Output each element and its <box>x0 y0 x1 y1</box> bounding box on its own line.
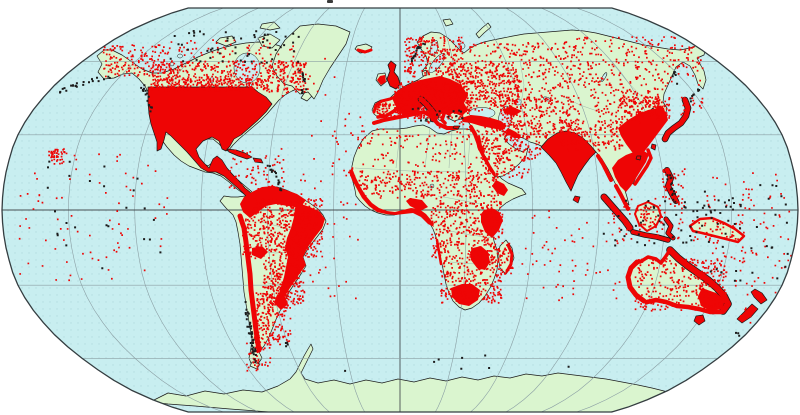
red-east-china <box>618 108 668 158</box>
red-new-zealand-north <box>750 288 768 305</box>
red-brazil-east <box>278 203 325 300</box>
land-antarctica <box>149 343 677 412</box>
red-iceland-south <box>356 48 373 54</box>
red-sulawesi <box>664 217 675 240</box>
lake-gulf-of-bothnia <box>429 39 439 57</box>
red-maghreb-coast <box>372 110 458 130</box>
red-taiwan <box>650 143 657 151</box>
red-nigeria <box>406 198 428 211</box>
red-myanmar-bangladesh <box>596 154 613 182</box>
lake-great-slave-lake <box>177 53 183 59</box>
red-new-zealand-south <box>736 303 759 324</box>
land-svalbard <box>442 18 454 27</box>
red-borneo-coast <box>634 201 662 232</box>
red-ireland-red <box>377 75 386 85</box>
red-india <box>540 130 597 192</box>
red-great-britain-red <box>386 60 401 90</box>
red-japan <box>662 97 691 142</box>
red-vietnam-coast <box>633 148 653 186</box>
cropped-title-fragment <box>327 0 333 3</box>
red-indochina <box>612 150 649 192</box>
red-new-guinea-coast <box>688 216 746 244</box>
red-italy <box>418 96 439 122</box>
projection-outline <box>1 7 799 413</box>
red-iberia-north-coast <box>372 95 397 114</box>
red-crete <box>452 125 461 130</box>
red-australia-west-coast <box>625 259 647 304</box>
red-tasmania <box>693 314 706 326</box>
red-korea <box>655 105 666 121</box>
red-west-africa-coast <box>349 168 434 227</box>
red-malay-peninsula <box>614 184 630 211</box>
red-madagascar-east <box>505 243 514 273</box>
red-australia-southeast-fill <box>698 288 725 311</box>
red-australia-south-coast <box>644 297 724 315</box>
red-hainan <box>635 155 642 161</box>
red-sri-lanka <box>572 195 581 204</box>
